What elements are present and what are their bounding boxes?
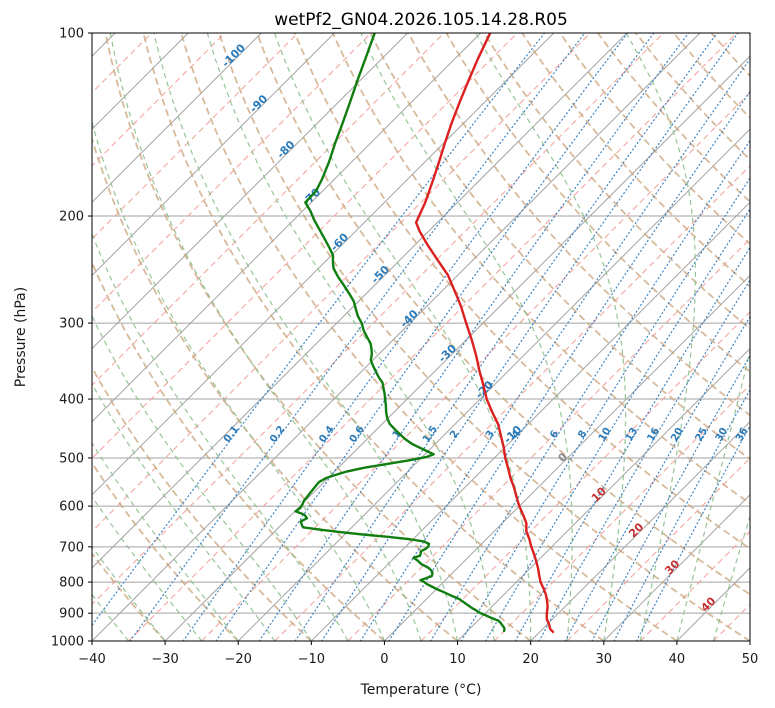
y-tick-label: 900 [59, 607, 84, 622]
mixing-ratio-label: 2 [448, 429, 461, 441]
x-tick-label: −40 [78, 652, 105, 667]
chart-title: wetPf2_GN04.2026.105.14.28.R05 [274, 10, 568, 30]
moist-adiabat-layer [92, 33, 750, 641]
axis-layer: −40 −30 −20 −10 0 10 20 30 40 50 100 200 300 400 500 60… [51, 27, 758, 668]
y-tick-label: 700 [59, 540, 84, 555]
x-tick-label: 40 [669, 652, 686, 667]
x-axis-label: Temperature (°C) [360, 682, 482, 698]
x-tick-label: 30 [596, 652, 613, 667]
x-tick-label: −10 [298, 652, 325, 667]
x-tick-label: 50 [742, 652, 759, 667]
x-tick-label: −30 [151, 652, 178, 667]
mixing-ratio-label: 36 [734, 426, 750, 444]
mixing-ratio-label: 3 [484, 429, 497, 441]
y-tick-label: 800 [59, 576, 84, 591]
y-tick-label: 400 [59, 393, 84, 408]
dewpoint-curve [294, 33, 506, 633]
isotherm-layer [92, 33, 750, 641]
x-tick-label: 0 [380, 652, 388, 667]
y-tick-label: 500 [59, 451, 84, 466]
y-tick-label: 200 [59, 210, 84, 225]
temperature-curve [414, 33, 555, 634]
mixing-ratio-label: 6 [548, 429, 561, 441]
y-tick-label: 100 [59, 27, 84, 42]
y-axis-label: Pressure (hPa) [13, 287, 29, 387]
y-tick-label: 300 [59, 317, 84, 332]
mixing-ratio-label: 8 [576, 429, 589, 441]
x-tick-label: 10 [449, 652, 466, 667]
y-tick-label: 1000 [51, 635, 84, 650]
mixing-ratio-label: 4 [510, 429, 523, 441]
x-tick-label: 20 [522, 652, 539, 667]
mixing-ratio-layer [92, 33, 750, 641]
y-tick-label: 600 [59, 500, 84, 515]
x-tick-label: −20 [225, 652, 252, 667]
sounding-layer [294, 33, 555, 634]
